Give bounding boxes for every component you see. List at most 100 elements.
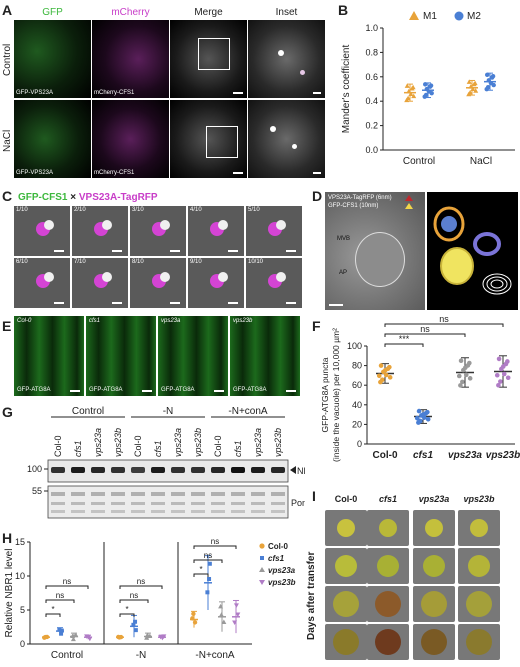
data-point (205, 590, 210, 595)
white-punctum (218, 272, 228, 282)
ponceau-band (211, 502, 225, 505)
legend-label: vps23a (268, 566, 296, 575)
y-tick-label: 20 (352, 419, 362, 429)
rosette (335, 555, 357, 577)
atg8a-micrograph: cfs1 GFP-ATG8A (86, 316, 156, 396)
ponceau-band (231, 502, 245, 505)
frame: 10/10 (246, 258, 302, 308)
rosette (423, 555, 445, 577)
x-group-label: Control (51, 650, 83, 661)
stain-label: Ponceau S (291, 498, 305, 508)
data-point (235, 612, 241, 618)
plant-tile (325, 548, 367, 584)
white-punctum (102, 272, 112, 282)
frame: 2/10 (72, 206, 128, 256)
lane-label: cfs1 (153, 440, 163, 457)
data-point (410, 84, 416, 90)
data-point (488, 80, 494, 86)
x-tick-label: Col-0 (373, 450, 398, 461)
data-point (147, 633, 153, 639)
ponceau-band (251, 492, 265, 496)
plant-tile (413, 510, 455, 546)
data-point (70, 633, 76, 639)
x-tick-label: cfs1 (413, 450, 433, 461)
scale-bar (286, 250, 296, 252)
mw-marker: 55 (32, 486, 42, 496)
data-point (470, 86, 476, 91)
panel-c-letter: C (2, 188, 13, 204)
data-point (207, 561, 212, 566)
plant-tile (367, 586, 409, 622)
ponceau-band (131, 502, 145, 505)
data-point (73, 632, 79, 638)
plant-tile (413, 624, 455, 660)
plant-tile (413, 548, 455, 584)
data-point (460, 379, 465, 385)
panel-g-letter: G (2, 404, 13, 420)
micrograph-inset-control (248, 20, 325, 98)
nbr1-band (271, 467, 285, 473)
y-axis-label-line2: (inside the vacuole) per 10,000 µm² (331, 328, 341, 462)
lane-label: vps23a (253, 428, 263, 457)
data-point (467, 360, 472, 366)
data-point (380, 377, 385, 383)
micrograph-mcherry-nacl: mCherry-CFS1 (92, 100, 169, 178)
significance-bracket (193, 573, 209, 577)
data-point (59, 628, 64, 633)
frame: 9/10 (188, 258, 244, 308)
genotype-label: vps23b (233, 318, 253, 324)
data-point (472, 80, 478, 86)
ponceau-band (71, 502, 85, 505)
data-point (473, 88, 479, 93)
data-point (192, 620, 198, 625)
ponceau-band (91, 492, 105, 496)
data-point (463, 372, 469, 378)
scale-bar (233, 92, 243, 94)
legend-label-m2: M2 (467, 11, 481, 22)
rosette (425, 519, 443, 537)
scale-bar (233, 172, 243, 174)
data-point (218, 603, 224, 609)
y-tick-label: 5 (20, 605, 25, 615)
plant-tile (458, 586, 500, 622)
ponceau-band (71, 492, 85, 496)
mw-marker: 100 (27, 464, 42, 474)
lane-group-label: -N+conA (228, 406, 268, 417)
data-point (387, 375, 393, 380)
data-point (505, 359, 510, 364)
data-point (420, 412, 426, 417)
frame-label: 7/10 (74, 259, 86, 265)
legend-marker (259, 543, 265, 549)
plant-tile (458, 624, 500, 660)
data-point (425, 409, 430, 415)
data-point (191, 611, 196, 617)
label-ap: AP (339, 270, 348, 276)
nbr1-band (91, 467, 105, 473)
white-punctum (44, 220, 54, 230)
plant-tile (325, 586, 367, 622)
frame-label: 8/10 (132, 259, 144, 265)
data-point (144, 635, 150, 640)
data-point (467, 376, 473, 381)
title-vps23a: VPS23A-TagRFP (78, 192, 158, 203)
significance-bracket (45, 599, 75, 603)
lane-label: vps23b (113, 428, 123, 457)
punctum (278, 50, 284, 56)
data-point (57, 627, 62, 632)
significance-bracket (45, 613, 61, 617)
marker-label: GFP-ATG8A (161, 387, 195, 393)
rosette (421, 591, 447, 617)
scale-bar (170, 250, 180, 252)
scale-bar (70, 390, 80, 392)
chart-f: 0 20 40 60 80 100 GFP-ATG8A puncta(inside the … (320, 316, 520, 462)
marker-label: GFP-ATG8A (233, 387, 267, 393)
frame: 1/10 (14, 206, 70, 256)
y-tick-label: 0 (20, 639, 25, 649)
ponceau-band (271, 502, 285, 505)
y-tick-label: 0.2 (365, 121, 378, 131)
data-point (416, 408, 422, 414)
col-header-gfp: GFP (42, 7, 63, 18)
nbr1-band (71, 467, 85, 473)
marker-label: GFP-ATG8A (17, 387, 51, 393)
genotype-label: cfs1 (89, 318, 101, 324)
